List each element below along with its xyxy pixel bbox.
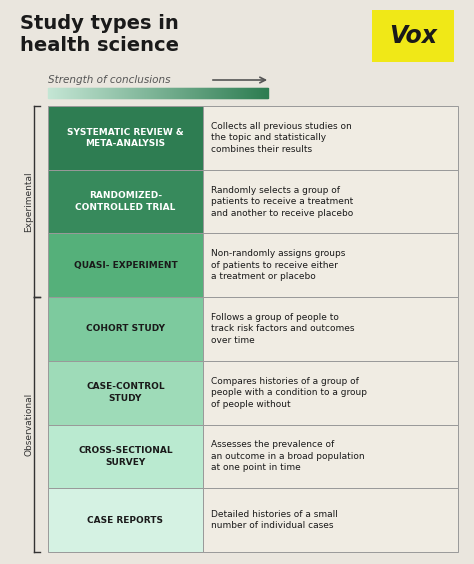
Bar [48,170,203,233]
Text: CASE REPORTS: CASE REPORTS [88,515,164,525]
Text: Compares histories of a group of
people with a condition to a group
of people wi: Compares histories of a group of people … [211,377,367,409]
Text: Collects all previous studies on
the topic and statistically
combines their resu: Collects all previous studies on the top… [211,122,352,154]
Text: Randomly selects a group of
patients to receive a treatment
and another to recei: Randomly selects a group of patients to … [211,186,353,218]
Text: COHORT STUDY: COHORT STUDY [86,324,165,333]
Text: CROSS-SECTIONAL
SURVEY: CROSS-SECTIONAL SURVEY [78,446,173,466]
Bar [203,233,458,297]
Text: Assesses the prevalence of
an outcome in a broad population
at one point in time: Assesses the prevalence of an outcome in… [211,440,365,473]
Bar [48,297,203,361]
Bar [48,106,203,170]
Text: health science: health science [20,36,179,55]
Bar [203,361,458,425]
Bar [203,170,458,233]
Text: QUASI- EXPERIMENT: QUASI- EXPERIMENT [73,261,177,270]
Bar [48,361,203,425]
Text: Vox: Vox [389,24,437,48]
Text: Strength of conclusions: Strength of conclusions [48,75,171,85]
Bar [203,425,458,488]
Text: Study types in: Study types in [20,14,179,33]
Bar [203,106,458,170]
Text: Non-randomly assigns groups
of patients to receive either
a treatment or placebo: Non-randomly assigns groups of patients … [211,249,346,281]
Text: RANDOMIZED-
CONTROLLED TRIAL: RANDOMIZED- CONTROLLED TRIAL [75,191,176,212]
Bar [48,425,203,488]
Text: Follows a group of people to
track risk factors and outcomes
over time: Follows a group of people to track risk … [211,313,355,345]
Bar [203,488,458,552]
Bar [48,488,203,552]
Text: Experimental: Experimental [25,171,34,232]
Text: Detailed histories of a small
number of individual cases: Detailed histories of a small number of … [211,510,338,530]
Bar [203,297,458,361]
Bar [372,10,454,62]
Bar [48,233,203,297]
Text: CASE-CONTROL
STUDY: CASE-CONTROL STUDY [86,382,165,403]
Text: SYSTEMATIC REVIEW &
META-ANALYSIS: SYSTEMATIC REVIEW & META-ANALYSIS [67,127,184,148]
Text: Observational: Observational [25,393,34,456]
